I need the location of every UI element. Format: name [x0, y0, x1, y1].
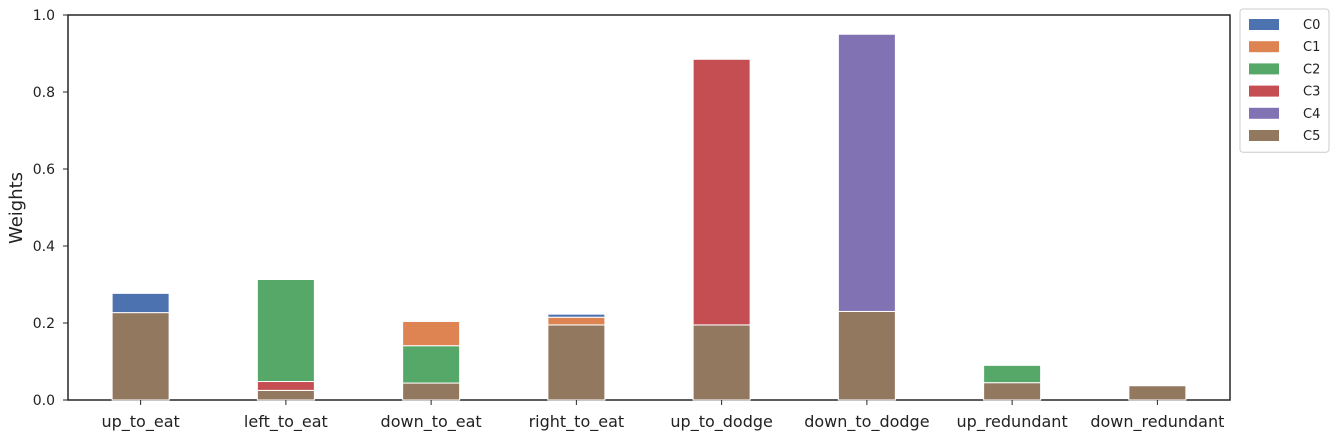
x-tick-label-down_redundant: down_redundant [1090, 412, 1224, 432]
bar-up_to_dodge-C3 [692, 58, 751, 326]
legend-swatch-C1 [1249, 41, 1279, 53]
bar-right_to_eat-C1 [547, 316, 606, 326]
x-tick-label-up_redundant: up_redundant [957, 412, 1068, 432]
bar-left_to_eat-C5 [256, 389, 315, 401]
bar-down_to_eat-C1 [402, 320, 461, 347]
bar-up_redundant-C2 [983, 364, 1042, 384]
x-tick-label-up_to_eat: up_to_eat [101, 412, 179, 432]
y-tick-label: 0.2 [33, 316, 55, 332]
y-axis-title: Weights [6, 172, 27, 244]
bar-down_to_dodge-C4 [837, 33, 896, 312]
plot-frame [67, 14, 1231, 401]
y-tick-label: 0.0 [33, 393, 55, 409]
bar-down_to_eat-C2 [402, 345, 461, 384]
bar-up_to_eat-C5 [111, 312, 170, 401]
y-tick-label: 0.4 [33, 239, 55, 255]
bar-up_to_eat-C0 [111, 292, 170, 314]
x-tick-label-left_to_eat: left_to_eat [244, 412, 328, 432]
x-axis-ticks: up_to_eat left_to_eat down_to_eat right_to_… [101, 400, 1224, 432]
bar-left_to_eat-C2 [256, 278, 315, 383]
y-axis-ticks: 0.0 0.2 0.4 0.6 0.8 1.0 [33, 8, 68, 409]
legend-label-C5: C5 [1303, 129, 1320, 144]
bar-up_redundant-C5 [983, 382, 1042, 401]
legend-label-C4: C4 [1303, 107, 1320, 122]
bar-down_to_dodge-C5 [837, 310, 896, 401]
legend-label-C1: C1 [1303, 40, 1320, 55]
bar-right_to_eat-C0 [547, 313, 606, 318]
legend-swatch-C4 [1249, 107, 1279, 119]
x-tick-label-down_to_dodge: down_to_dodge [804, 412, 929, 432]
legend-swatch-C3 [1249, 85, 1279, 97]
legend-label-C3: C3 [1303, 85, 1320, 100]
x-tick-label-down_to_eat: down_to_eat [381, 412, 482, 432]
bar-up_to_dodge-C5 [692, 324, 751, 401]
bar-down_to_eat-C5 [402, 382, 461, 401]
x-tick-label-up_to_dodge: up_to_dodge [670, 412, 772, 432]
bar-right_to_eat-C5 [547, 324, 606, 401]
y-tick-label: 1.0 [33, 8, 55, 24]
plot-area [67, 14, 1231, 401]
y-tick-label: 0.8 [33, 85, 55, 101]
bar-down_redundant-C5 [1128, 385, 1187, 401]
y-tick-label: 0.6 [33, 162, 55, 178]
x-tick-label-right_to_eat: right_to_eat [529, 412, 625, 432]
legend: C0 C1 C2 C3 C4 C5 [1239, 8, 1330, 153]
legend-swatch-C0 [1249, 19, 1279, 30]
legend-swatch-C5 [1249, 130, 1279, 141]
bar-left_to_eat-C3 [256, 381, 315, 391]
legend-swatch-C2 [1249, 63, 1279, 75]
legend-label-C0: C0 [1303, 18, 1320, 33]
legend-label-C2: C2 [1303, 62, 1320, 77]
bars-group [111, 33, 1187, 401]
